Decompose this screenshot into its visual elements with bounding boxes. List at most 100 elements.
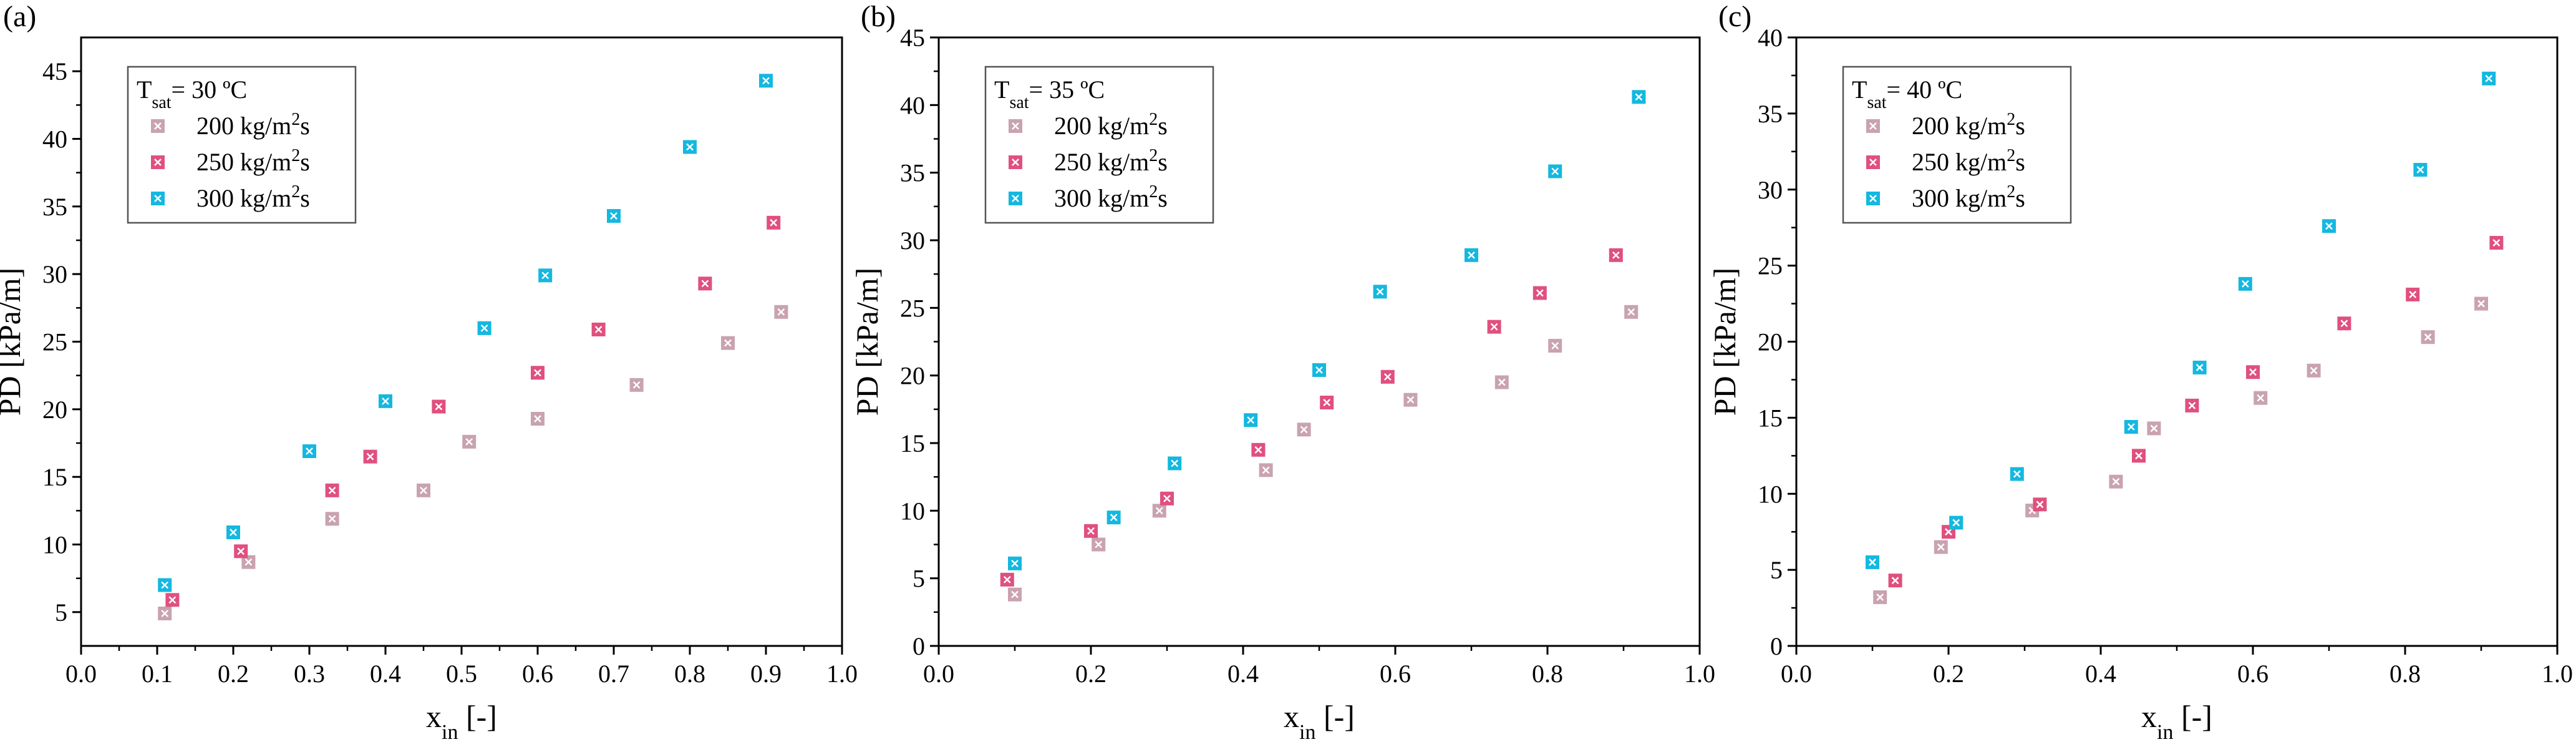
y-tick-label: 0	[913, 632, 925, 660]
data-point	[363, 449, 377, 464]
legend-marker	[151, 155, 165, 169]
data-point-cross	[366, 452, 374, 461]
legend-entry-superscript: 2	[2007, 146, 2015, 165]
data-point	[477, 321, 491, 335]
legend-entry-superscript: 2	[291, 110, 300, 129]
data-point-cross	[420, 486, 427, 494]
data-point	[698, 276, 712, 291]
data-point	[2421, 330, 2435, 344]
data-point-cross	[2416, 166, 2424, 173]
data-point	[774, 305, 788, 319]
y-tick-label: 45	[42, 57, 67, 85]
data-point-cross	[1952, 519, 1960, 527]
data-point-cross	[1163, 494, 1171, 502]
data-point	[591, 323, 606, 336]
y-tick-label: 35	[900, 159, 925, 187]
y-tick-label: 35	[1758, 100, 1783, 128]
y-tick-label: 0	[1770, 632, 1783, 660]
y-tick-label: 30	[42, 260, 67, 288]
data-point-cross	[1551, 342, 1559, 349]
data-point	[432, 399, 446, 414]
data-point	[2238, 276, 2252, 291]
data-point-cross	[632, 381, 641, 389]
data-point	[2132, 449, 2146, 463]
data-point	[379, 394, 392, 408]
data-point	[2322, 219, 2336, 233]
data-point-cross	[762, 77, 770, 85]
legend-title-subscript: sat	[1867, 93, 1886, 112]
data-point	[1008, 556, 1022, 570]
y-tick-label: 20	[900, 362, 925, 390]
y-tick-label: 10	[1758, 480, 1783, 508]
legend-entry-label: 200 kg/m2s	[1054, 110, 1168, 140]
x-tick-label: 1.0	[2542, 660, 2573, 688]
legend-marker	[1866, 192, 1880, 205]
y-tick-label: 35	[42, 193, 67, 221]
data-point	[226, 525, 240, 539]
data-point	[629, 378, 644, 392]
legend-marker-cross	[1869, 159, 1877, 166]
x-axis-label-subscript: in	[1299, 721, 1315, 744]
data-point-cross	[382, 397, 389, 405]
legend-marker-cross	[1869, 195, 1877, 202]
y-axis-label: PD [kPa/m]	[1707, 268, 1742, 416]
y-tick-label: 25	[42, 328, 67, 356]
legend-entry-label: 200 kg/m2s	[196, 110, 310, 140]
legend-entry-superscript: 2	[291, 182, 300, 202]
data-point-cross	[2150, 424, 2158, 432]
legend-marker-cross	[154, 195, 162, 202]
legend-entry-suffix: s	[2015, 148, 2025, 176]
y-axis-label: PD [kPa/m]	[850, 268, 884, 416]
chart-panel-c: 0.0 0.2 0.4 0.6 0.8 1.0 0 5 10 15 20 25 30 35 40(c) PD …	[1707, 0, 2573, 744]
data-point	[1092, 537, 1106, 552]
data-point-cross	[1498, 378, 1506, 386]
data-point	[531, 412, 545, 426]
data-point-cross	[541, 271, 550, 280]
data-point	[538, 268, 553, 283]
series-300-kg-m2s	[1008, 90, 1646, 570]
data-point	[2033, 497, 2047, 512]
y-tick-label: 20	[1758, 328, 1783, 356]
legend-entry-suffix: s	[1158, 184, 1168, 212]
data-point	[1084, 524, 1098, 538]
data-point-cross	[610, 212, 617, 220]
data-point-cross	[2310, 366, 2318, 374]
legend-title-subscript: sat	[1009, 93, 1029, 112]
data-point-cross	[1627, 308, 1635, 316]
data-point	[1008, 587, 1022, 602]
legend-title-base: T	[137, 76, 152, 104]
x-tick-label: 0.5	[446, 660, 477, 688]
data-point-cross	[161, 610, 169, 617]
data-point	[2185, 398, 2199, 413]
series-200-kg-m2s	[1873, 296, 2488, 604]
data-point	[1000, 572, 1014, 587]
data-point	[165, 593, 180, 607]
data-point-cross	[2492, 239, 2501, 247]
data-point-cross	[2249, 368, 2257, 376]
legend-entry-superscript: 2	[291, 146, 300, 165]
y-axis-label: PD [kPa/m]	[0, 268, 27, 416]
legend-marker	[151, 119, 165, 133]
data-point	[417, 483, 430, 497]
panel-label: (c)	[1718, 0, 1751, 33]
data-point-cross	[1110, 514, 1118, 522]
x-tick-label: 0.2	[1075, 660, 1106, 688]
data-point	[1403, 393, 1418, 407]
data-point-cross	[770, 218, 778, 227]
legend-entry-text: 300 kg/m	[196, 184, 291, 212]
data-point-cross	[2257, 394, 2265, 402]
x-tick-label: 0.6	[2237, 660, 2269, 688]
data-point	[2413, 163, 2428, 177]
legend-entry-text: 200 kg/m	[1054, 112, 1149, 140]
legend-entry-superscript: 2	[1149, 182, 1158, 202]
legend-entry-superscript: 2	[1149, 146, 1158, 165]
y-tick-label: 25	[1758, 252, 1783, 280]
x-axis-label-subscript: in	[2157, 721, 2173, 744]
data-point-cross	[1490, 323, 1498, 331]
data-point-cross	[1087, 527, 1095, 535]
legend-entry-suffix: s	[300, 148, 310, 176]
data-point-cross	[1315, 366, 1323, 374]
data-point	[1320, 396, 1334, 409]
data-point	[1548, 164, 1562, 178]
